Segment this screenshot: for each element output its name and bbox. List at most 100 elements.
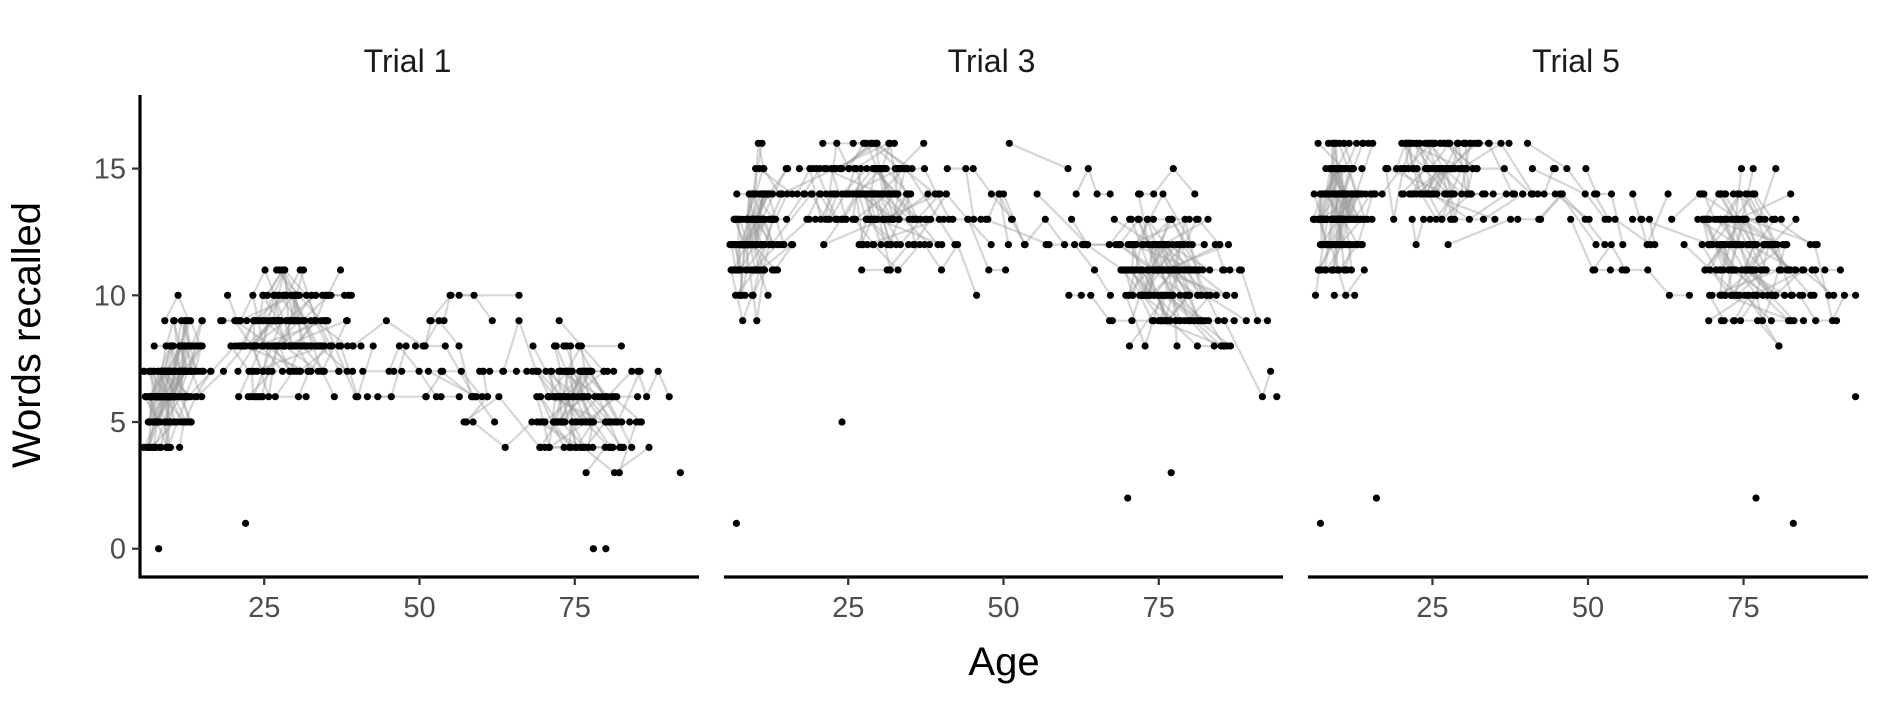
data-point	[1601, 241, 1609, 249]
data-point	[307, 367, 315, 375]
data-point	[1514, 215, 1522, 223]
data-point	[1534, 190, 1542, 198]
subject-line	[1711, 268, 1780, 297]
data-point	[1169, 241, 1177, 249]
data-point	[1310, 190, 1318, 198]
subject-line	[1164, 243, 1229, 272]
subject-line	[149, 370, 168, 398]
data-point	[1154, 291, 1162, 299]
data-point	[607, 393, 616, 401]
data-point	[764, 291, 772, 299]
subject-line	[1626, 268, 1690, 297]
data-point	[198, 393, 206, 401]
subject-line	[1141, 294, 1177, 322]
data-point	[555, 317, 563, 325]
subject-line	[883, 193, 939, 221]
data-point	[1685, 291, 1693, 299]
data-point	[1558, 190, 1566, 198]
data-point	[757, 190, 766, 198]
data-point	[411, 342, 420, 350]
data-point	[1744, 241, 1752, 249]
subject-line	[780, 218, 810, 246]
data-point	[1438, 165, 1446, 173]
data-point	[1154, 266, 1162, 274]
subject-line	[169, 320, 203, 398]
data-point	[1787, 190, 1795, 198]
data-point	[1330, 266, 1338, 274]
subject-line	[1709, 218, 1785, 246]
subject-line	[1240, 269, 1268, 322]
data-point	[1629, 190, 1637, 198]
data-point	[1335, 266, 1343, 274]
data-point	[1134, 190, 1143, 198]
data-point	[1698, 215, 1707, 223]
data-point	[1273, 393, 1281, 401]
data-point	[739, 317, 747, 325]
data-point	[1226, 266, 1234, 274]
data-point	[1341, 266, 1349, 274]
subject-line	[1517, 193, 1563, 221]
subject-line	[1335, 168, 1372, 222]
data-point	[1005, 139, 1013, 147]
data-point	[676, 469, 684, 477]
data-point	[1351, 291, 1359, 299]
data-point	[632, 418, 641, 426]
data-point	[1149, 215, 1157, 223]
data-point	[1807, 291, 1815, 299]
data-point	[937, 266, 946, 274]
subject-line	[1070, 218, 1131, 246]
data-point	[349, 367, 357, 375]
subject-line	[842, 193, 860, 220]
data-point	[235, 393, 243, 401]
data-point	[1128, 317, 1136, 325]
data-point	[1740, 291, 1748, 299]
data-point	[161, 317, 169, 325]
subject-line	[1131, 266, 1157, 300]
data-point	[233, 317, 241, 325]
data-point	[335, 342, 343, 350]
data-point	[1731, 241, 1739, 249]
subject-line	[748, 168, 788, 246]
data-point	[987, 241, 995, 249]
data-point	[402, 342, 410, 350]
data-point	[320, 317, 328, 325]
data-point	[1263, 317, 1272, 325]
subject-line	[1569, 218, 1627, 273]
data-point	[1340, 139, 1348, 147]
data-point	[343, 317, 351, 325]
subject-line	[427, 370, 477, 398]
data-point	[742, 215, 750, 223]
subject-line	[1736, 269, 1766, 297]
subject-line	[1395, 142, 1410, 169]
data-point	[1159, 190, 1167, 198]
data-point	[1743, 266, 1751, 274]
data-point	[1125, 266, 1133, 274]
subject-line	[733, 244, 743, 271]
data-point	[1799, 317, 1808, 325]
data-point	[1467, 139, 1475, 147]
data-point	[1489, 190, 1497, 198]
data-point	[1567, 215, 1575, 223]
subject-line	[823, 218, 884, 246]
data-point	[1083, 241, 1092, 249]
data-point	[178, 342, 186, 350]
subject-line	[1333, 193, 1354, 220]
data-point	[298, 342, 306, 350]
data-point	[155, 545, 163, 553]
subject-line	[423, 318, 473, 397]
subject-line	[1408, 138, 1427, 169]
data-point	[1417, 190, 1426, 198]
data-point	[894, 190, 902, 198]
subject-line	[1169, 269, 1217, 297]
subject-line	[873, 167, 939, 246]
data-point	[1116, 241, 1125, 249]
data-point	[896, 241, 905, 249]
data-point	[783, 215, 791, 223]
facet-1: Trial 1 25 50 75 0 5 10 15	[94, 43, 699, 624]
data-point	[1713, 241, 1721, 249]
subject-line	[1332, 193, 1349, 220]
data-point	[1454, 139, 1462, 147]
data-point	[1796, 291, 1804, 299]
data-point	[787, 241, 796, 249]
data-point	[886, 241, 894, 249]
